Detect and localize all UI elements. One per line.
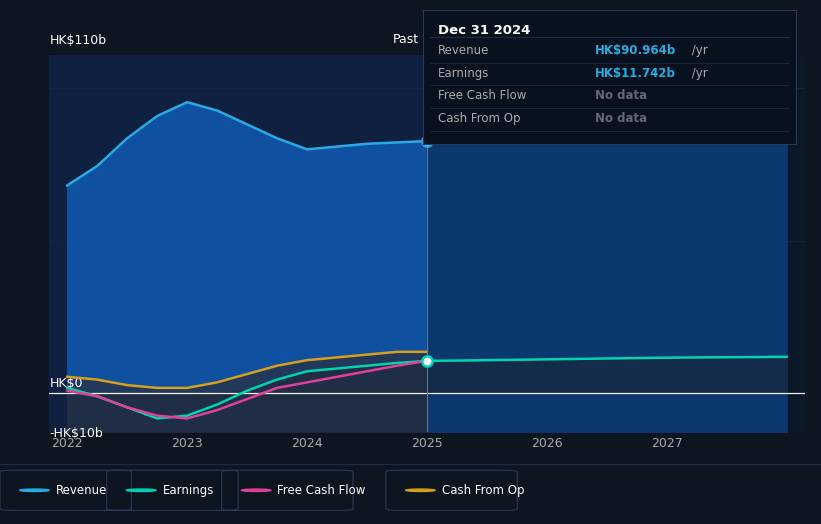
Text: Past: Past (393, 32, 420, 46)
Text: Revenue: Revenue (56, 484, 108, 497)
Text: Earnings: Earnings (438, 67, 489, 80)
Text: HK$110b: HK$110b (49, 35, 107, 48)
Text: Revenue: Revenue (438, 44, 489, 57)
Text: -HK$10b: -HK$10b (49, 427, 103, 440)
Circle shape (406, 489, 435, 492)
Text: /yr: /yr (688, 67, 708, 80)
Text: Cash From Op: Cash From Op (442, 484, 524, 497)
Circle shape (241, 489, 271, 492)
Text: Cash From Op: Cash From Op (438, 112, 521, 125)
Text: Earnings: Earnings (163, 484, 214, 497)
Text: HK$90.964b: HK$90.964b (594, 44, 676, 57)
Bar (427, 55, 805, 432)
Text: HK$11.742b: HK$11.742b (594, 67, 676, 80)
Text: No data: No data (594, 89, 647, 102)
Text: No data: No data (594, 112, 647, 125)
Circle shape (126, 489, 156, 492)
Text: Dec 31 2024: Dec 31 2024 (438, 24, 530, 37)
Text: Free Cash Flow: Free Cash Flow (277, 484, 366, 497)
Text: Analysts Forecasts: Analysts Forecasts (434, 32, 551, 46)
Text: Free Cash Flow: Free Cash Flow (438, 89, 526, 102)
Text: HK$0: HK$0 (49, 377, 83, 390)
Bar (49, 55, 427, 432)
Text: /yr: /yr (688, 44, 708, 57)
Circle shape (20, 489, 49, 492)
Point (420, 137, 433, 145)
Point (420, 357, 433, 365)
